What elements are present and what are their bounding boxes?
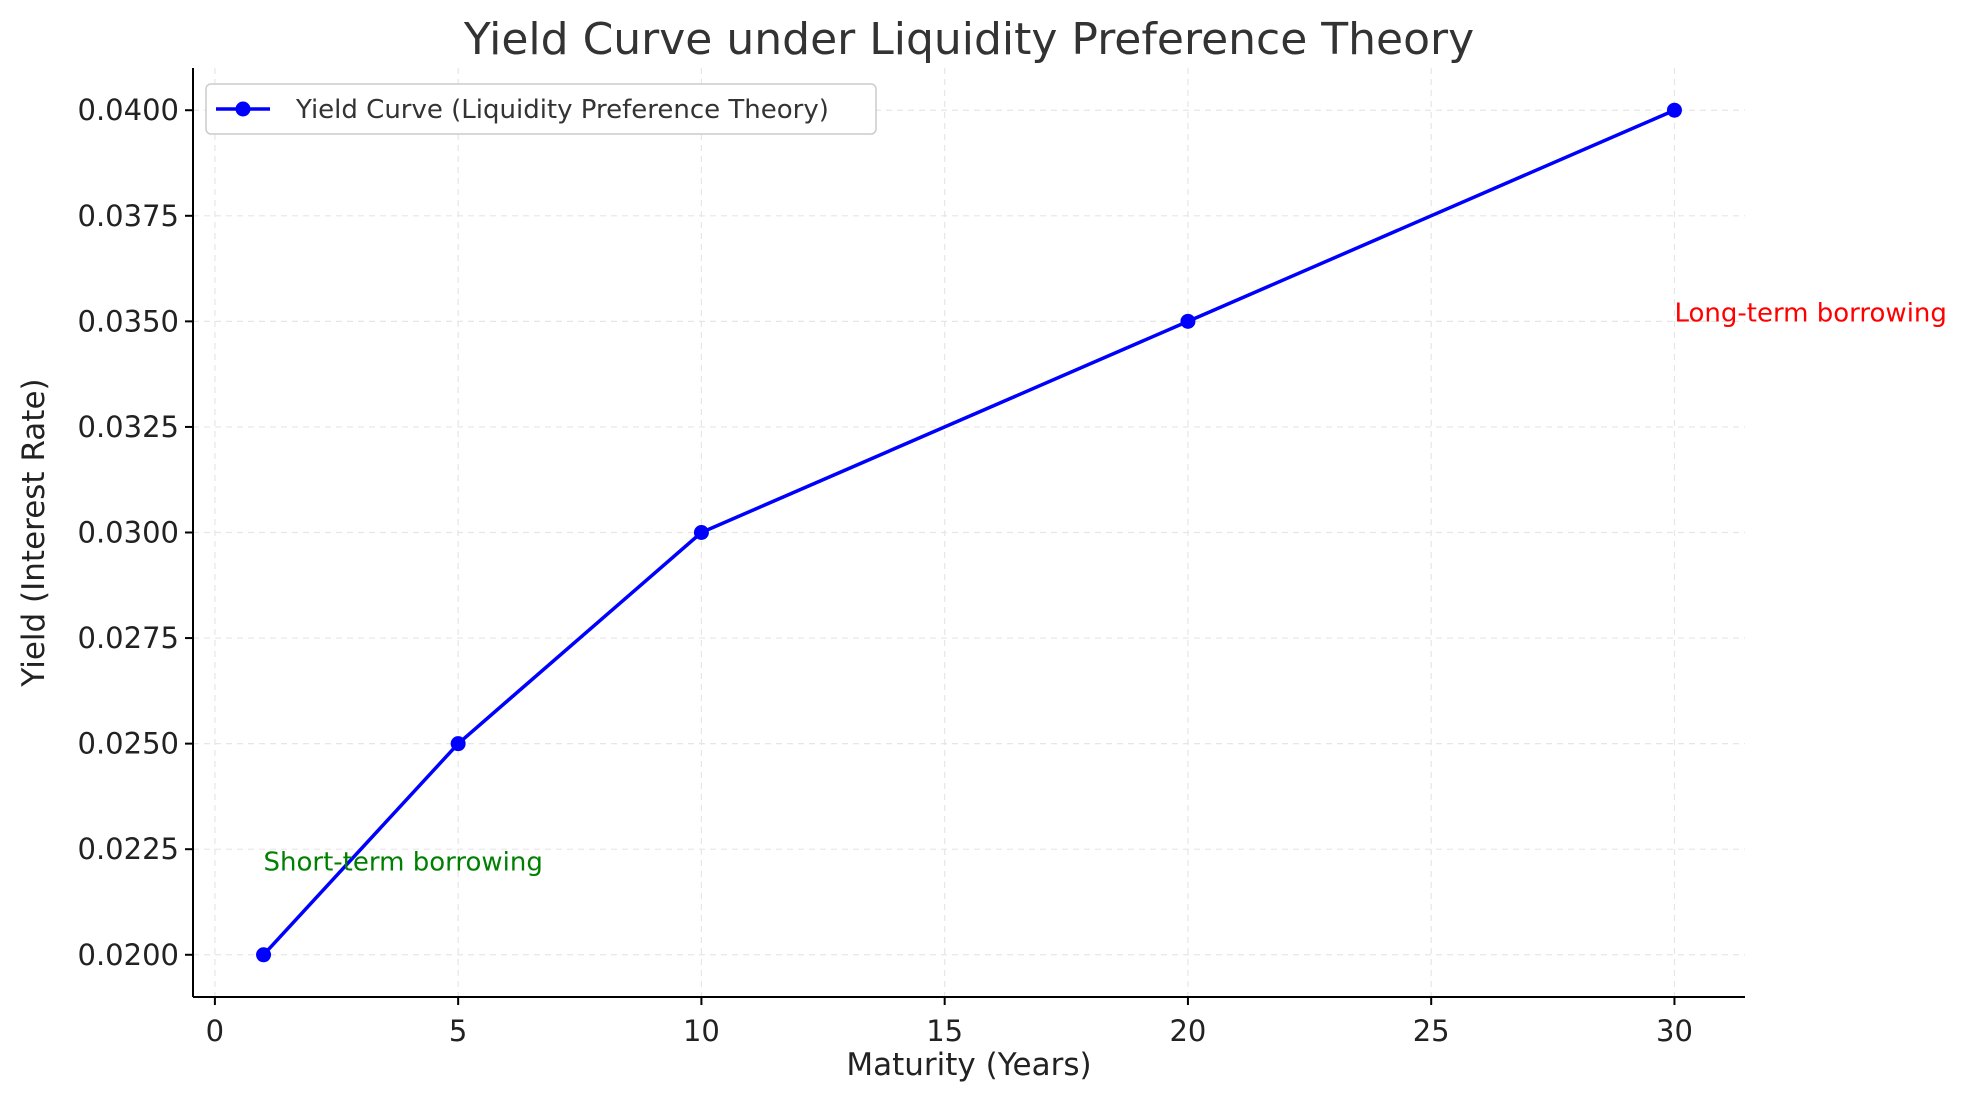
y-tick-label: 0.0300	[78, 516, 179, 550]
series	[256, 102, 1682, 963]
x-tick-label: 5	[449, 1014, 467, 1048]
x-tick-label: 20	[1169, 1014, 1206, 1048]
data-point	[450, 736, 466, 752]
legend-marker-swatch	[235, 101, 251, 117]
x-tick-label: 10	[683, 1014, 720, 1048]
data-point	[693, 525, 709, 540]
y-tick-label: 0.0375	[78, 199, 179, 233]
legend: Yield Curve (Liquidity Preference Theory…	[205, 83, 877, 135]
data-point	[1180, 313, 1196, 329]
x-axis-title: Maturity (Years)	[846, 1047, 1091, 1083]
y-tick-label: 0.0400	[78, 93, 179, 127]
data-point	[256, 947, 272, 963]
y-tick-label: 0.0250	[78, 727, 179, 761]
y-tick-label: 0.0200	[78, 938, 179, 972]
y-tick-label: 0.0350	[78, 304, 179, 338]
chart-title: Yield Curve under Liquidity Preference T…	[463, 14, 1474, 65]
annotation-text: Long-term borrowing	[1674, 298, 1946, 328]
y-axis-title: Yield (Interest Rate)	[16, 378, 52, 687]
x-tick-label: 0	[206, 1014, 224, 1048]
annotation-text: Short-term borrowing	[264, 847, 543, 877]
y-tick-label: 0.0325	[78, 410, 179, 444]
x-tick-label: 15	[926, 1014, 963, 1048]
legend-label: Yield Curve (Liquidity Preference Theory…	[295, 95, 829, 125]
x-tick-label: 25	[1413, 1014, 1450, 1048]
ticks: 0 5 10 15 20 25 30 0.0200 0.0225 0.0250 0.0275 0.03…	[78, 93, 1693, 1048]
annotations: Short-term borrowing Long-term borrowing	[264, 298, 1947, 877]
y-tick-label: 0.0225	[78, 832, 179, 866]
y-tick-label: 0.0275	[78, 621, 179, 655]
data-point	[1666, 102, 1682, 118]
legend-box	[205, 83, 877, 135]
x-tick-label: 30	[1656, 1014, 1693, 1048]
